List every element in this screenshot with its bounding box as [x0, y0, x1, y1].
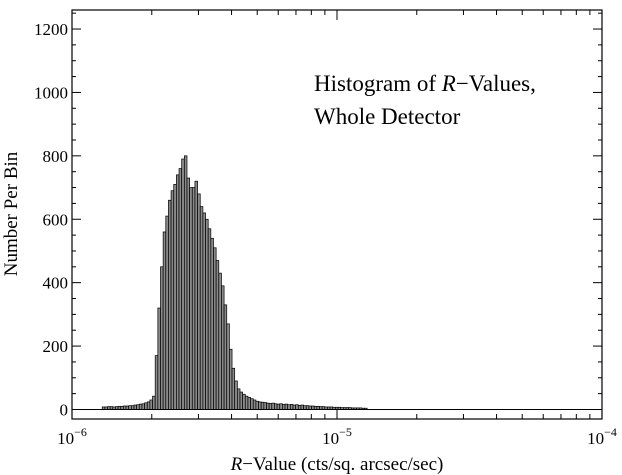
histogram-bar [125, 405, 130, 410]
histogram-bar [252, 399, 257, 410]
histogram-bar [128, 405, 132, 410]
annotation-r-symbol: R [441, 71, 456, 96]
histogram-bar [300, 404, 304, 410]
x-tick-label: 10−6 [57, 425, 87, 448]
y-tick-label: 200 [43, 337, 69, 356]
histogram-bar [258, 401, 262, 410]
histogram-bar [152, 395, 156, 410]
histogram-bar [305, 405, 310, 410]
histogram-bar [160, 266, 164, 410]
histogram-bar [173, 184, 177, 410]
histogram-bar [250, 398, 254, 410]
histogram-bar [199, 206, 204, 410]
histogram-bar [205, 218, 209, 410]
histogram-bar [239, 391, 243, 410]
histogram-bar [189, 187, 193, 410]
histogram-bar [144, 402, 148, 410]
histogram-bar [282, 404, 286, 410]
histogram-bar [276, 403, 281, 410]
histogram-bar [308, 405, 312, 410]
histogram-bar [213, 247, 217, 410]
histogram-bar [266, 402, 270, 410]
histogram-bar [133, 404, 137, 410]
annotation-line1: Histogram of R−Values, [314, 71, 536, 96]
histogram-bar [170, 190, 175, 410]
histogram-bar [231, 367, 236, 410]
histogram-bar [146, 401, 151, 410]
histogram-bar [215, 260, 220, 410]
histogram-bar [207, 228, 212, 410]
histogram-bar [244, 395, 249, 410]
histogram-bar [221, 285, 225, 410]
y-tick-label: 1000 [34, 83, 68, 102]
histogram-bar [242, 393, 246, 410]
histogram-bar [130, 405, 135, 410]
histogram-bar [295, 404, 299, 410]
x-axis: 10−6 10−5 10−4 [57, 10, 617, 448]
histogram-bar [168, 199, 172, 410]
histogram-bar [186, 177, 190, 410]
histogram-bar [255, 400, 259, 410]
histogram-bar [311, 405, 315, 410]
histogram-bar [157, 307, 161, 410]
histogram-bar [154, 355, 159, 410]
histogram-bar [226, 323, 230, 410]
histogram-bar [197, 193, 201, 410]
histogram-bar [303, 405, 307, 410]
histogram-bar [194, 180, 198, 410]
histogram-bar [178, 168, 183, 410]
histogram-bar [260, 401, 265, 410]
histogram-bar [141, 403, 145, 410]
y-tick-label: 600 [43, 210, 69, 229]
histogram-bar [292, 404, 296, 410]
histogram-bar [287, 404, 291, 410]
histogram-bar [149, 399, 153, 410]
histogram-bar [289, 404, 294, 410]
histogram-bar [123, 405, 127, 410]
histogram-bar [162, 231, 167, 410]
histogram-bar [223, 304, 228, 410]
x-tick-label: 10−5 [322, 425, 352, 448]
histogram-bar [181, 158, 185, 410]
histogram-bar [274, 403, 278, 410]
histogram-bar [268, 403, 273, 410]
histogram-bars [101, 155, 368, 410]
annotation-line2: Whole Detector [314, 104, 461, 129]
histogram-bar [263, 402, 267, 410]
histogram-bar [229, 348, 233, 410]
histogram-bar [176, 174, 180, 410]
histogram-bar [247, 397, 251, 410]
histogram-bar [218, 272, 222, 410]
y-axis-title: Number Per Bin [1, 151, 22, 276]
histogram-bar [210, 237, 214, 410]
y-tick-label: 400 [43, 274, 69, 293]
y-tick-label: 800 [43, 147, 69, 166]
histogram-bar [191, 187, 196, 410]
histogram-bar [183, 155, 188, 410]
histogram-bar [271, 402, 275, 410]
histogram-bar [236, 388, 241, 410]
histogram-bar [234, 380, 238, 410]
y-axis: 0 200 400 600 800 1000 1200 [34, 12, 602, 419]
y-tick-label: 0 [60, 400, 69, 419]
histogram-bar [202, 212, 206, 410]
y-tick-label: 1200 [34, 20, 68, 39]
x-axis-title: R−Value (cts/sq. arcsec/sec) [230, 454, 444, 475]
histogram-bar [165, 215, 169, 410]
histogram-bar [297, 405, 302, 410]
histogram-bar [136, 404, 140, 410]
histogram-bar [284, 403, 289, 410]
histogram-bar [279, 403, 283, 410]
histogram-bar [138, 403, 143, 410]
x-tick-label: 10−4 [587, 425, 617, 448]
